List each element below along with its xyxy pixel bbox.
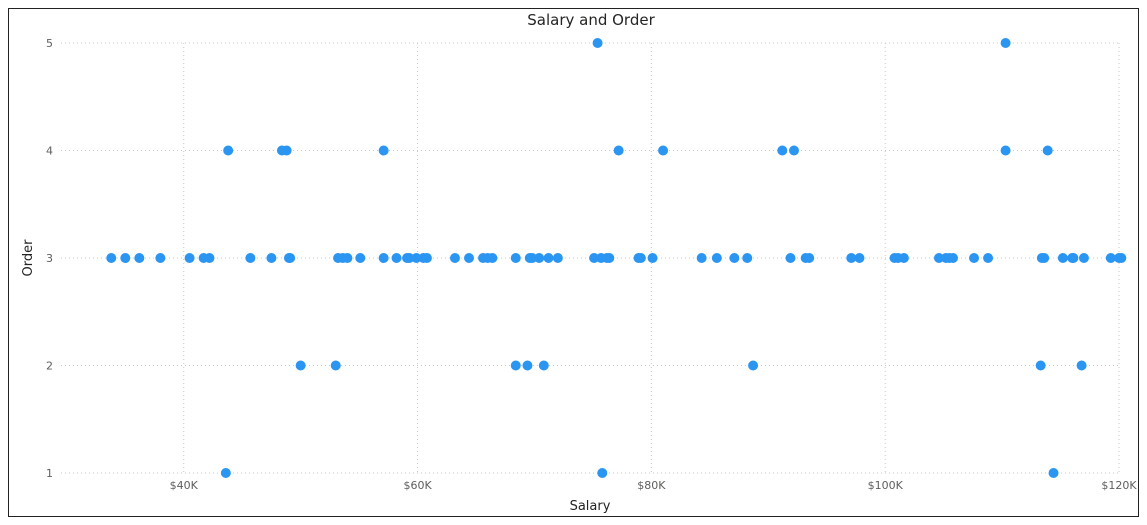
data-point[interactable] (330, 360, 341, 371)
data-point[interactable] (464, 253, 475, 263)
y-axis-title: Order (21, 239, 36, 277)
x-tick-label: $60K (403, 479, 432, 492)
y-tick-label: 3 (46, 252, 53, 265)
data-point[interactable] (696, 253, 707, 263)
x-tick-label: $100K (868, 479, 904, 492)
data-point[interactable] (613, 145, 624, 156)
data-point[interactable] (245, 253, 256, 263)
y-tick-label: 2 (46, 360, 53, 373)
data-point[interactable] (742, 253, 753, 263)
data-point[interactable] (983, 253, 994, 263)
data-point[interactable] (647, 253, 658, 263)
data-point[interactable] (589, 253, 600, 263)
data-point[interactable] (1048, 468, 1059, 478)
data-point[interactable] (1068, 253, 1079, 263)
data-point[interactable] (411, 253, 422, 263)
data-point[interactable] (1035, 360, 1046, 371)
data-point[interactable] (1000, 145, 1011, 156)
x-tick-label: $80K (637, 479, 666, 492)
data-point[interactable] (846, 253, 857, 263)
data-point[interactable] (748, 360, 759, 371)
data-point[interactable] (487, 253, 498, 263)
data-point[interactable] (898, 253, 909, 263)
data-point[interactable] (404, 253, 415, 263)
data-point[interactable] (155, 253, 166, 263)
x-tick-label: $40K (170, 479, 199, 492)
data-point[interactable] (421, 253, 432, 263)
x-axis-title: Salary (570, 499, 611, 514)
data-point[interactable] (522, 360, 533, 371)
y-tick-label: 5 (46, 37, 53, 50)
data-point[interactable] (635, 253, 646, 263)
data-point[interactable] (204, 253, 215, 263)
data-point[interactable] (1116, 253, 1127, 263)
data-point[interactable] (510, 360, 521, 371)
data-point[interactable] (552, 253, 563, 263)
data-point[interactable] (106, 253, 117, 263)
data-point[interactable] (785, 253, 796, 263)
data-point[interactable] (449, 253, 460, 263)
data-point[interactable] (342, 253, 353, 263)
y-tick-label: 1 (46, 467, 53, 480)
chart-frame: 1 2 3 4 5 $40K $60K $80K $100K $120K Salary and O… (8, 8, 1139, 517)
scatter-chart: 1 2 3 4 5 $40K $60K $80K $100K $120K Salary and O… (21, 11, 1137, 514)
data-point[interactable] (295, 360, 306, 371)
data-point[interactable] (604, 253, 615, 263)
data-point[interactable] (510, 253, 521, 263)
data-point[interactable] (538, 360, 549, 371)
data-point[interactable] (597, 468, 608, 478)
chart-title: Salary and Order (527, 11, 655, 29)
data-point[interactable] (1042, 145, 1053, 156)
data-point[interactable] (355, 253, 366, 263)
data-point[interactable] (223, 145, 234, 156)
data-point[interactable] (592, 38, 603, 48)
y-tick-label: 4 (46, 145, 53, 158)
data-point[interactable] (184, 253, 195, 263)
data-point[interactable] (969, 253, 980, 263)
data-point[interactable] (933, 253, 944, 263)
data-point[interactable] (1105, 253, 1116, 263)
points-layer (106, 38, 1127, 478)
data-point[interactable] (1078, 253, 1089, 263)
data-point[interactable] (281, 145, 292, 156)
data-point[interactable] (266, 253, 277, 263)
data-point[interactable] (854, 253, 865, 263)
data-point[interactable] (378, 145, 389, 156)
data-point[interactable] (1000, 38, 1011, 48)
data-point[interactable] (527, 253, 538, 263)
data-point[interactable] (120, 253, 131, 263)
data-point[interactable] (789, 145, 800, 156)
data-point[interactable] (1039, 253, 1050, 263)
x-tick-label: $120K (1101, 479, 1137, 492)
data-point[interactable] (285, 253, 296, 263)
data-point[interactable] (134, 253, 145, 263)
data-point[interactable] (804, 253, 815, 263)
data-point[interactable] (777, 145, 788, 156)
data-point[interactable] (729, 253, 740, 263)
data-point[interactable] (711, 253, 722, 263)
data-point[interactable] (391, 253, 402, 263)
data-point[interactable] (1076, 360, 1087, 371)
data-point[interactable] (947, 253, 958, 263)
data-point[interactable] (220, 468, 231, 478)
data-point[interactable] (543, 253, 554, 263)
ticks-layer: 1 2 3 4 5 $40K $60K $80K $100K $120K (46, 37, 1137, 492)
data-point[interactable] (534, 253, 545, 263)
data-point[interactable] (658, 145, 669, 156)
data-point[interactable] (378, 253, 389, 263)
data-point[interactable] (1057, 253, 1068, 263)
